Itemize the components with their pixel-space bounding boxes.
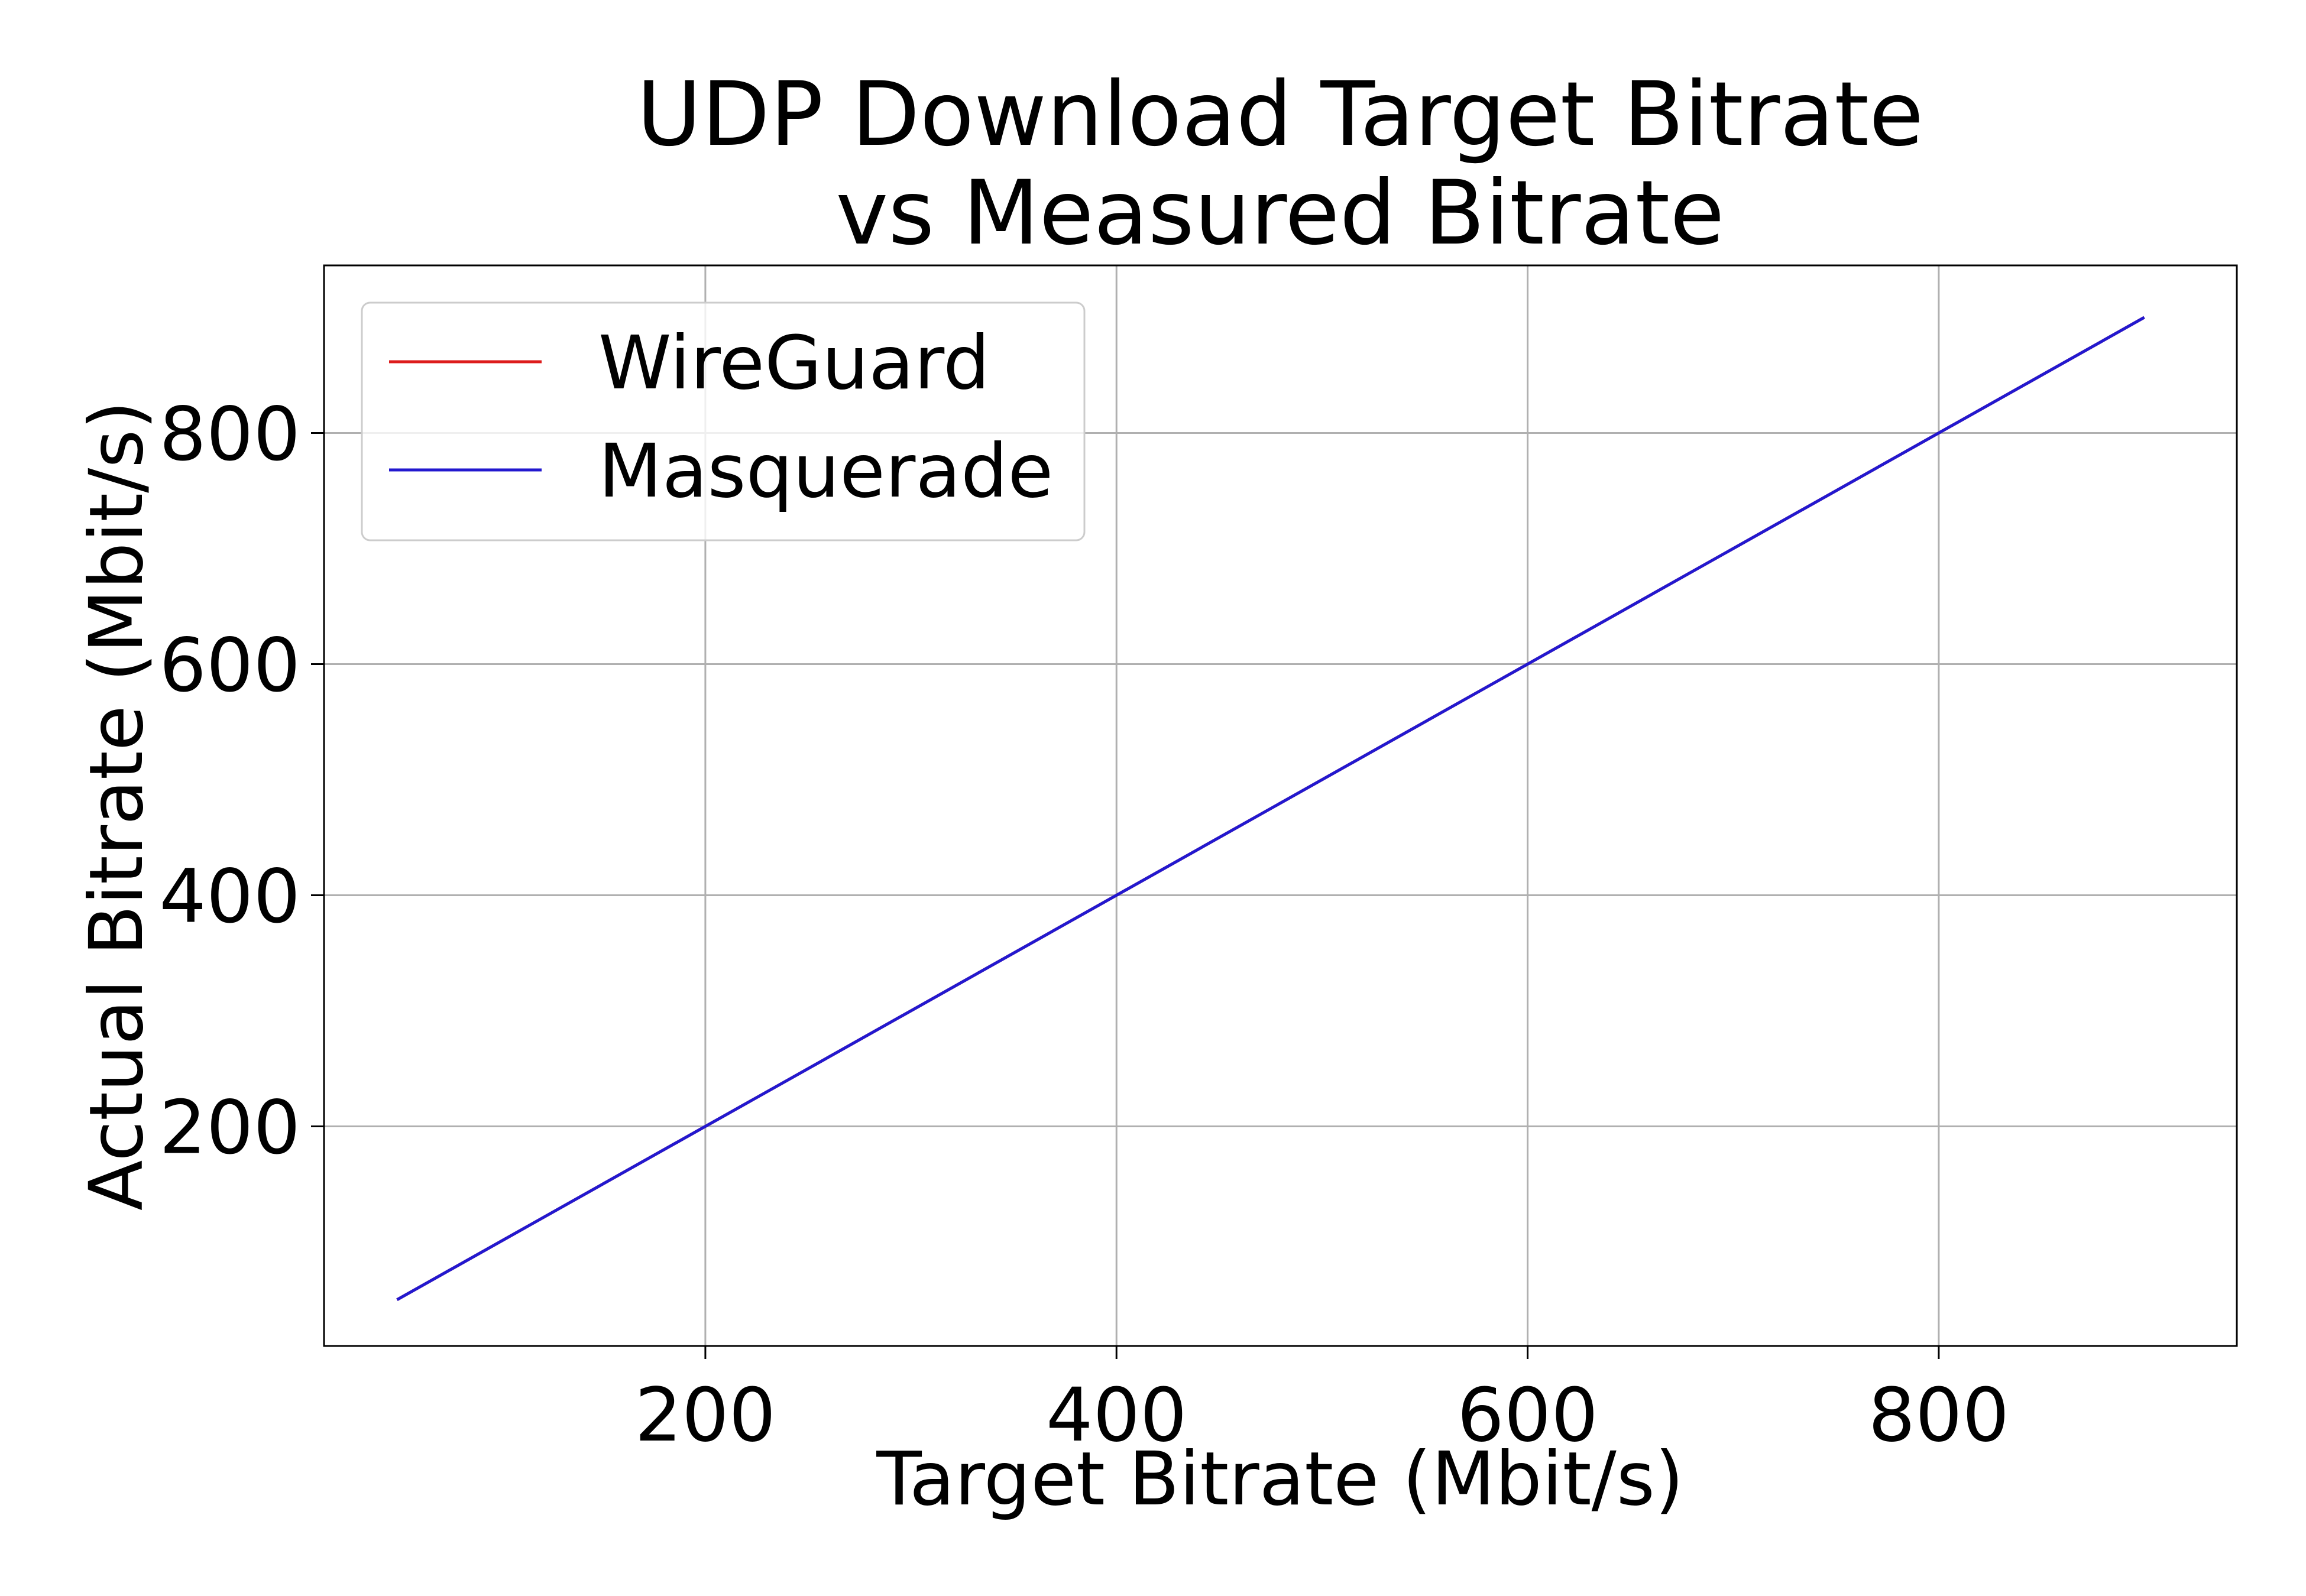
x-tick-label-800: 800 [1868,1373,2010,1458]
legend-label-masquerade: Masquerade [598,429,1053,514]
y-tick-label-800: 800 [159,391,300,477]
axis-ticks: 200 400 600 800 200 400 600 800 [159,391,2009,1458]
chart-title-line-1: UDP Download Target Bitrate [637,63,1924,166]
chart-title-line-2: vs Measured Bitrate [835,162,1724,265]
y-tick-label-400: 400 [159,854,300,940]
x-tick-label-400: 400 [1046,1373,1187,1458]
x-tick-label-600: 600 [1457,1373,1598,1458]
x-tick-label-200: 200 [635,1373,776,1458]
legend: WireGuard Masquerade [361,301,1086,541]
series-lines [396,316,2145,1301]
plot-frame [323,264,2238,1347]
grid-lines [324,265,2237,1346]
x-axis-label: Target Bitrate (Mbit/s) [876,1436,1683,1522]
series-line-masquerade [396,316,2145,1301]
legend-box [361,301,1086,541]
y-tick-label-600: 600 [159,623,300,709]
legend-label-wireguard: WireGuard [598,320,990,406]
y-axis-label: Actual Bitrate (Mbit/s) [74,401,160,1211]
y-tick-label-200: 200 [159,1085,300,1171]
